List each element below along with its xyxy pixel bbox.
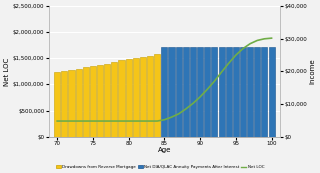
Bar <box>83 67 89 137</box>
Bar <box>111 62 117 137</box>
Bar <box>226 47 232 137</box>
Bar <box>54 72 60 137</box>
Bar <box>61 71 68 137</box>
Bar <box>247 47 253 137</box>
Bar <box>254 47 260 137</box>
Legend: Drawdowns from Reverse Mortgage, Net DIA/QLAC Annuity Payments After Interest, N: Drawdowns from Reverse Mortgage, Net DIA… <box>54 164 266 171</box>
Y-axis label: Net LOC: Net LOC <box>4 57 10 86</box>
Bar <box>183 47 189 137</box>
Bar <box>219 47 225 137</box>
Bar <box>154 54 160 137</box>
Bar <box>133 58 139 137</box>
Bar <box>268 47 275 137</box>
Bar <box>104 64 110 137</box>
Bar <box>147 56 153 137</box>
Bar <box>76 69 82 137</box>
Y-axis label: Income: Income <box>310 59 316 84</box>
Bar <box>240 47 246 137</box>
Bar <box>233 47 239 137</box>
Bar <box>126 60 132 137</box>
Bar <box>176 47 182 137</box>
Bar <box>211 47 217 137</box>
Bar <box>90 66 96 137</box>
Bar <box>161 47 167 137</box>
X-axis label: Age: Age <box>158 147 171 153</box>
Bar <box>190 47 196 137</box>
Bar <box>169 47 174 137</box>
Bar <box>68 70 75 137</box>
Bar <box>118 61 124 137</box>
Bar <box>197 47 203 137</box>
Bar <box>140 57 146 137</box>
Bar <box>204 47 210 137</box>
Bar <box>261 47 268 137</box>
Bar <box>97 65 103 137</box>
